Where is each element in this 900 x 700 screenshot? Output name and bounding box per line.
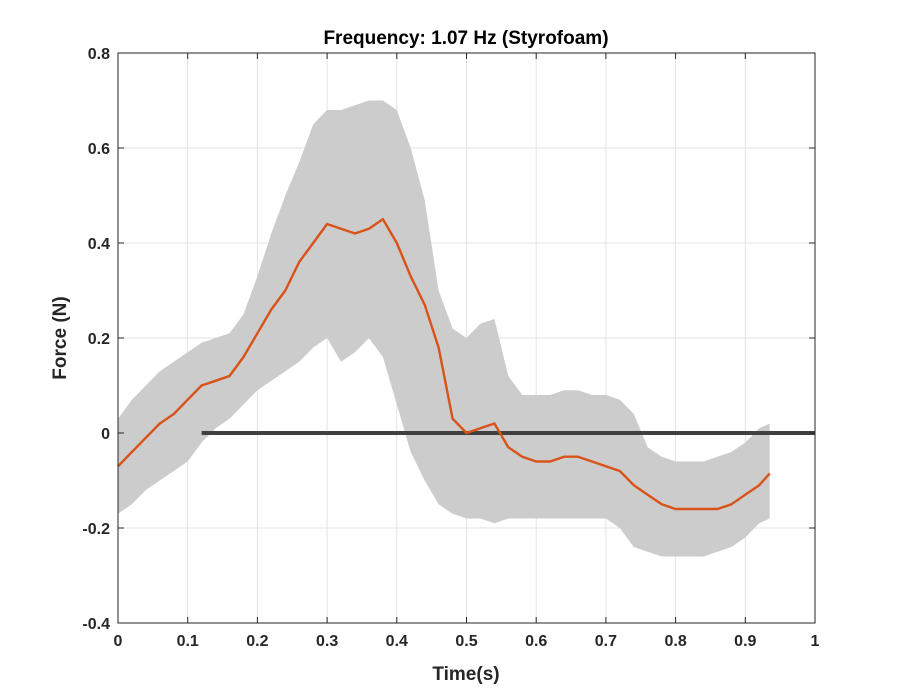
y-tick-label: -0.4 <box>82 616 110 633</box>
y-tick-label: 0 <box>101 426 110 443</box>
y-ticks <box>118 52 815 624</box>
y-tick-labels: -0.4 -0.2 0 0.2 0.4 0.6 0.8 <box>82 46 110 633</box>
x-tick-label: 0.7 <box>595 633 617 650</box>
x-tick-label: 0 <box>114 633 123 650</box>
y-tick-label: 0.2 <box>88 331 110 348</box>
x-axis-label: Time(s) <box>432 664 499 685</box>
y-tick-label: -0.2 <box>82 521 110 538</box>
y-tick-label: 0.6 <box>88 141 110 158</box>
x-tick-label: 0.9 <box>734 633 756 650</box>
x-tick-label: 1 <box>811 633 820 650</box>
x-tick-label: 0.2 <box>246 633 268 650</box>
x-tick-label: 0.6 <box>525 633 547 650</box>
variability-band <box>118 100 770 557</box>
mean-force-line <box>117 217 771 511</box>
x-tick-label: 0.5 <box>455 633 477 650</box>
y-tick-label: 0.4 <box>88 236 110 253</box>
x-tick-labels: 0 0.1 0.2 0.3 0.4 0.5 0.6 0.7 0.8 0.9 1 <box>114 633 820 650</box>
chart-title: Frequency: 1.07 Hz (Styrofoam) <box>323 28 608 49</box>
y-axis-label: Force (N) <box>50 296 71 379</box>
x-ticks <box>117 53 816 623</box>
y-tick-label: 0.8 <box>88 46 110 63</box>
x-tick-label: 0.8 <box>664 633 686 650</box>
x-tick-label: 0.3 <box>316 633 338 650</box>
x-tick-label: 0.4 <box>386 633 408 650</box>
x-tick-label: 0.1 <box>177 633 199 650</box>
